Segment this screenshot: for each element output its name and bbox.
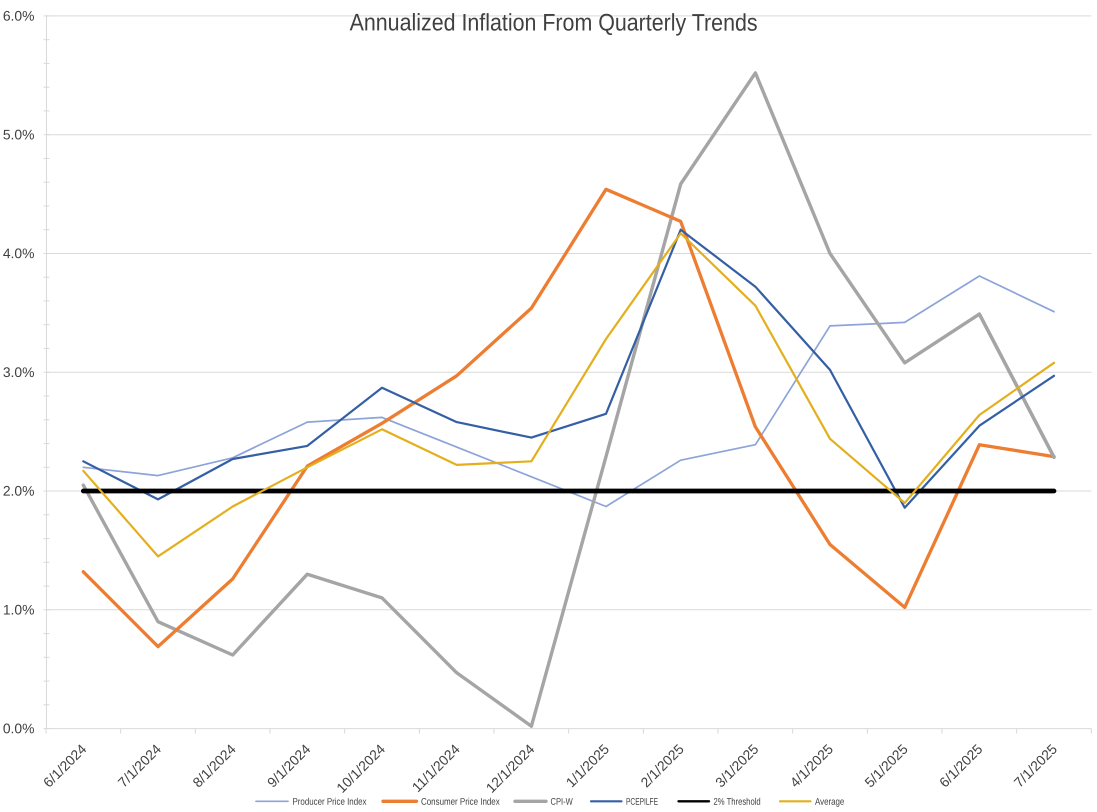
svg-text:6.0%: 6.0% — [3, 8, 35, 24]
svg-text:Producer Price Index: Producer Price Index — [292, 797, 366, 808]
svg-text:3.0%: 3.0% — [3, 364, 35, 380]
svg-text:4.0%: 4.0% — [3, 245, 35, 261]
svg-text:0.0%: 0.0% — [3, 720, 35, 736]
svg-text:Consumer Price Index: Consumer Price Index — [421, 797, 500, 808]
svg-text:Annualized Inflation From Quar: Annualized Inflation From Quarterly Tren… — [350, 9, 758, 36]
svg-text:PCEPILFE: PCEPILFE — [626, 797, 658, 808]
svg-text:2.0%: 2.0% — [3, 483, 35, 499]
svg-text:CPI-W: CPI-W — [550, 797, 573, 808]
svg-text:2% Threshold: 2% Threshold — [713, 797, 760, 808]
svg-text:Average: Average — [815, 797, 844, 808]
svg-text:1.0%: 1.0% — [3, 601, 35, 617]
svg-text:5.0%: 5.0% — [3, 126, 35, 142]
